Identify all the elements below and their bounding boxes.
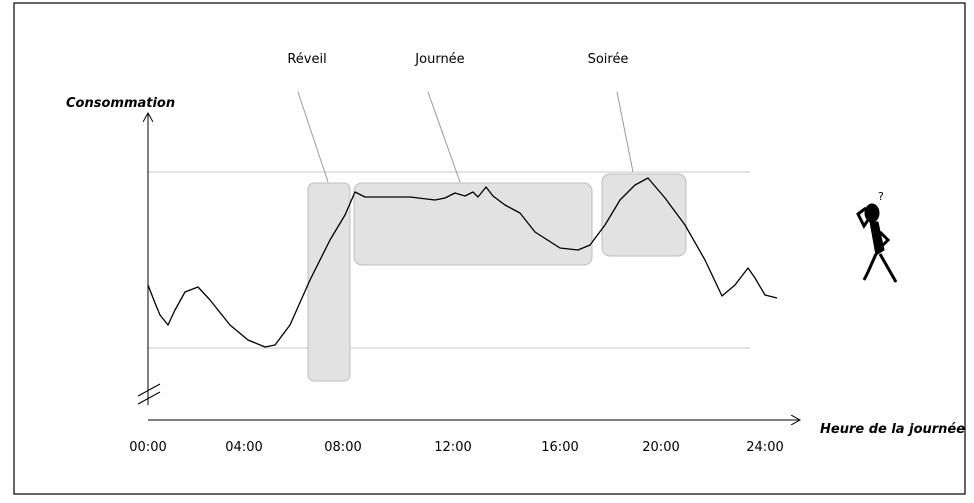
x-tick-label: 16:00 [541, 440, 578, 455]
x-tick-label: 00:00 [129, 440, 166, 455]
x-axis-label: Heure de la journée [820, 422, 965, 437]
period-label: Soirée [588, 52, 629, 67]
diagram: Réveil Journée Soirée Consommation Heure… [0, 0, 974, 499]
leader-line [617, 92, 633, 172]
journee-box [354, 183, 592, 265]
reveil-box [308, 183, 350, 381]
svg-text:?: ? [878, 190, 884, 203]
leader-line [428, 92, 460, 182]
y-axis-label: Consommation [66, 96, 175, 111]
puzzled-figure-icon: ? [858, 190, 896, 282]
x-tick-label: 12:00 [434, 440, 471, 455]
x-tick-label: 20:00 [642, 440, 679, 455]
x-ticks: 00:00 04:00 08:00 12:00 16:00 20:00 24:00 [129, 440, 783, 455]
leader-line [298, 92, 328, 182]
x-tick-label: 04:00 [225, 440, 262, 455]
period-label: Journée [414, 52, 464, 67]
x-tick-label: 24:00 [746, 440, 783, 455]
page: {"y_axis": {"label": "Consommation"}, "x… [0, 0, 974, 503]
period-label: Réveil [287, 52, 326, 67]
soiree-box [602, 174, 686, 256]
x-tick-label: 08:00 [324, 440, 361, 455]
